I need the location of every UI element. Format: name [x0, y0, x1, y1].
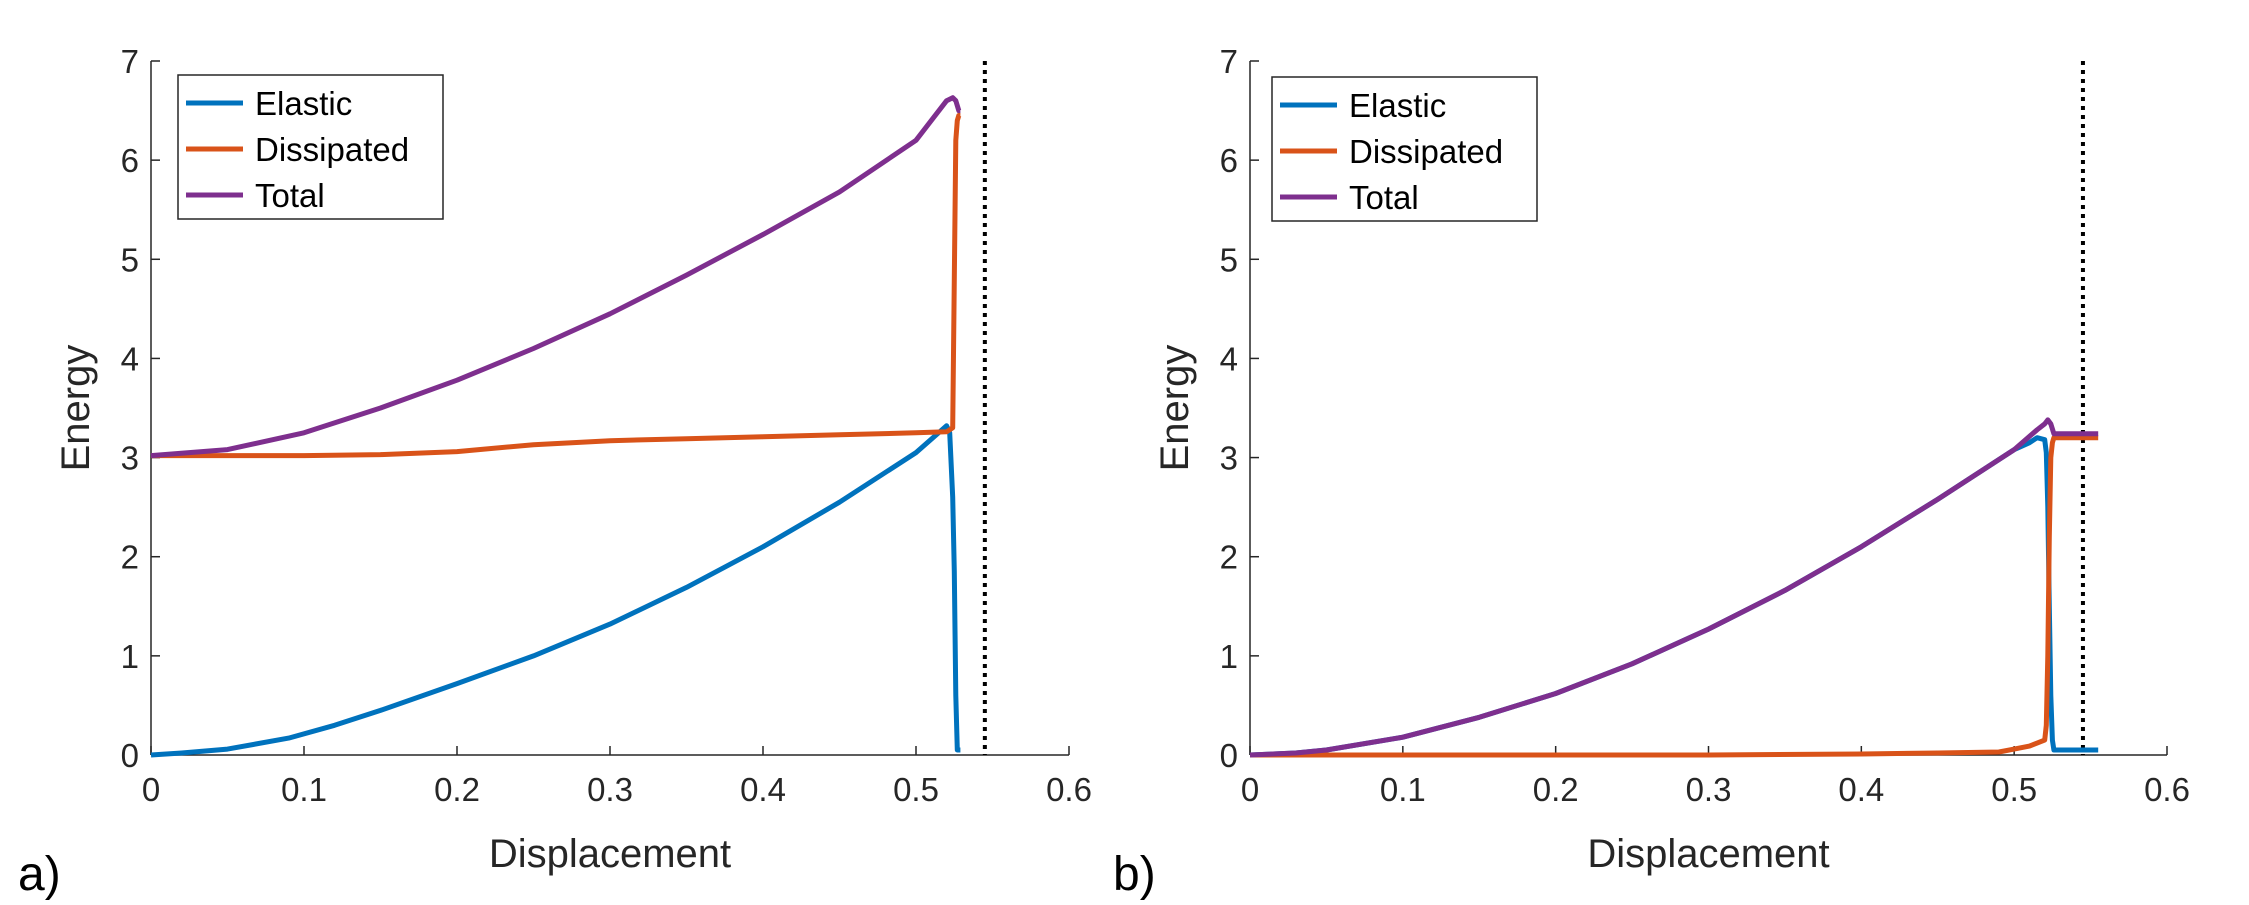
legend: Elastic Dissipated Total [177, 74, 444, 220]
y-tick-label: 6 [1220, 142, 1238, 179]
y-tick-label: 1 [121, 638, 139, 675]
y-tick-label: 5 [121, 241, 139, 278]
x-tick-label: 0.3 [587, 771, 633, 808]
y-tick-label: 7 [121, 43, 139, 80]
legend-label: Elastic [1349, 87, 1446, 124]
legend-label: Dissipated [255, 131, 409, 168]
x-tick-label: 0.4 [1838, 771, 1884, 808]
y-tick-label: 4 [121, 340, 139, 377]
x-tick-label: 0 [142, 771, 160, 808]
series-line-elastic [150, 423, 961, 758]
panel-label: b) [1113, 848, 1156, 901]
legend-label: Total [255, 177, 325, 214]
series-line-elastic [1249, 435, 2099, 758]
y-tick-label: 1 [1220, 638, 1238, 675]
x-axis-label: Displacement [1587, 832, 1829, 876]
y-axis-label: Energy [54, 345, 98, 472]
x-tick-label: 0.6 [2144, 771, 2190, 808]
series-line-total [150, 95, 962, 459]
y-tick-label: 6 [121, 142, 139, 179]
x-tick-label: 0.5 [893, 771, 939, 808]
x-tick-label: 0.3 [1686, 771, 1732, 808]
legend-label: Elastic [255, 85, 352, 122]
y-tick-label: 0 [121, 737, 139, 774]
y-tick-label: 7 [1220, 43, 1238, 80]
x-tick-label: 0.5 [1991, 771, 2037, 808]
y-tick-label: 3 [121, 440, 139, 477]
panel-label: a) [18, 848, 61, 901]
y-tick-label: 3 [1220, 440, 1238, 477]
legend-label: Dissipated [1349, 133, 1503, 170]
x-tick-label: 0.6 [1046, 771, 1092, 808]
series-line-total [1249, 417, 2099, 758]
x-tick-label: 0.1 [1380, 771, 1426, 808]
legend-label: Total [1349, 179, 1419, 216]
x-tick-label: 0.2 [434, 771, 480, 808]
x-tick-label: 0 [1241, 771, 1259, 808]
x-tick-label: 0.2 [1533, 771, 1579, 808]
series-line-dissipated [1250, 435, 2099, 758]
y-tick-label: 2 [1220, 539, 1238, 576]
x-axis-label: Displacement [489, 832, 731, 876]
x-tick-label: 0.1 [281, 771, 327, 808]
y-tick-label: 2 [121, 539, 139, 576]
chart-panel-1: 0 0.1 0.2 0.3 0.4 0.5 0.6 0 1 2 3 4 5 6 7 Displacement E… [18, 43, 1092, 901]
series-line-dissipated [151, 113, 962, 459]
legend: Elastic Dissipated Total [1271, 76, 1538, 222]
y-tick-label: 4 [1220, 340, 1238, 377]
y-tick-label: 5 [1220, 241, 1238, 278]
y-tick-label: 0 [1220, 737, 1238, 774]
x-tick-label: 0.4 [740, 771, 786, 808]
chart-panel-2: 0 0.1 0.2 0.3 0.4 0.5 0.6 0 1 2 3 4 5 6 7 Displacement E… [1113, 43, 2190, 901]
y-axis-label: Energy [1153, 345, 1197, 472]
